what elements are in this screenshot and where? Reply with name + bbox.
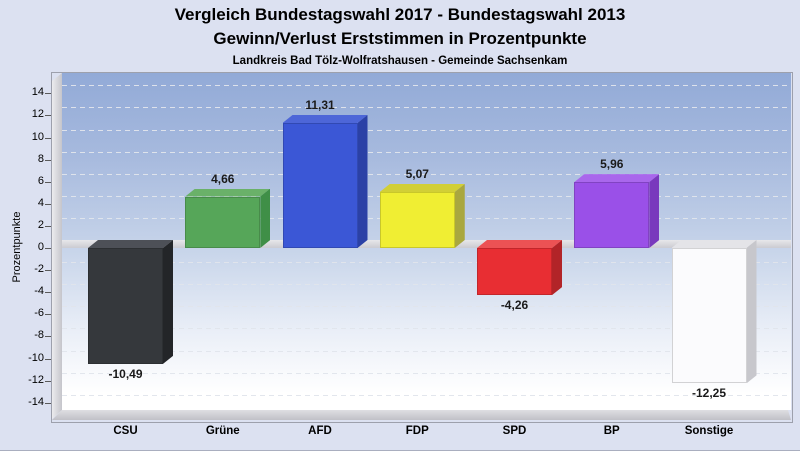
bar-csu: [88, 248, 163, 364]
y-tick-label--12: -12: [28, 373, 44, 386]
y-tick-mark--8: [45, 336, 51, 338]
y-tick-mark--4: [45, 292, 51, 294]
y-tick-mark-6: [45, 181, 51, 183]
y-tick-label-14: 14: [31, 86, 44, 99]
y-tick-mark-0: [45, 248, 51, 249]
y-tick-label-8: 8: [37, 152, 44, 165]
bar-gruene-side: [260, 188, 271, 248]
gridline--2: [62, 262, 791, 264]
gridline-12: [62, 107, 791, 109]
bar-spd-top: [477, 240, 562, 248]
chart-title-line2: Gewinn/Verlust Erststimmen in Prozentpun…: [213, 29, 587, 48]
floor-3d: [52, 410, 791, 420]
y-tick-label--6: -6: [34, 307, 44, 320]
x-label-fdp: FDP: [405, 425, 429, 437]
y-tick-mark--14: [45, 402, 51, 404]
value-label-spd: -4,26: [500, 298, 529, 313]
y-tick-label--10: -10: [28, 351, 44, 364]
y-tick-label-2: 2: [37, 218, 44, 231]
x-label-gruene: Grüne: [205, 425, 240, 437]
left-wall-3d: [52, 73, 62, 419]
y-tick-label--8: -8: [34, 329, 44, 342]
y-tick-mark-14: [45, 93, 51, 95]
bar-spd-side: [552, 240, 562, 296]
gridline--14: [62, 394, 791, 396]
gridline--6: [62, 306, 791, 308]
x-label-bp: BP: [603, 425, 620, 437]
x-label-csu: CSU: [113, 425, 138, 437]
x-label-sonstige: Sonstige: [684, 425, 734, 437]
y-tick-mark--10: [45, 358, 51, 360]
gridline-8: [62, 151, 791, 153]
y-tick-label-6: 6: [37, 174, 44, 187]
value-label-fdp: 5,07: [405, 166, 429, 181]
value-label-sonstige: -12,25: [691, 386, 727, 401]
gridline--4: [62, 284, 791, 286]
gridline-6: [62, 173, 791, 175]
y-tick-label-4: 4: [37, 196, 44, 209]
bar-spd: [477, 248, 552, 296]
bar-sonstige-top: [671, 240, 757, 248]
y-tick-mark-10: [45, 137, 51, 139]
bar-bp: [574, 182, 650, 248]
plot-area: -10,49 4,66 11,31 5,07 -4,26 5,96 -12,25: [62, 73, 791, 410]
y-tick-mark-4: [45, 203, 51, 205]
bar-fdp-side: [454, 183, 465, 248]
y-tick-label-10: 10: [31, 130, 44, 143]
bar-csu-side: [163, 240, 173, 364]
chart-subtitle: Landkreis Bad Tölz-Wolfratshausen - Geme…: [232, 55, 568, 67]
gridline-14: [62, 85, 791, 87]
y-tick-label--2: -2: [34, 263, 44, 276]
y-tick-mark-2: [45, 225, 51, 227]
plot-frame: -10,49 4,66 11,31 5,07 -4,26 5,96 -12,25: [51, 72, 793, 423]
bar-afd-top: [282, 115, 368, 124]
gridline-10: [62, 129, 791, 131]
bar-bp-top: [574, 174, 660, 183]
gridline--8: [62, 328, 791, 330]
bar-fdp: [379, 191, 455, 248]
value-label-csu: -10,49: [108, 366, 143, 381]
value-label-gruene: 4,66: [211, 171, 235, 186]
bar-fdp-top: [379, 183, 465, 192]
x-label-afd: AFD: [308, 425, 332, 437]
value-label-afd: 11,31: [305, 98, 335, 113]
y-tick-mark-8: [45, 159, 51, 161]
bar-sonstige-side: [746, 240, 757, 384]
y-tick-label-0: 0: [37, 241, 44, 253]
bar-gruene-top: [185, 188, 271, 197]
bar-bp-side: [649, 174, 660, 248]
chart-title-line1: Vergleich Bundestagswahl 2017 - Bundesta…: [174, 5, 626, 24]
y-tick-mark--12: [45, 380, 51, 382]
x-label-spd: SPD: [502, 425, 527, 437]
bar-sonstige: [671, 248, 747, 384]
gridline--10: [62, 350, 791, 352]
y-tick-mark--6: [45, 314, 51, 316]
bar-csu-top: [88, 240, 173, 248]
y-tick-label--4: -4: [34, 285, 44, 298]
bar-afd: [282, 123, 358, 248]
y-tick-label--14: -14: [28, 395, 44, 408]
y-tick-mark--2: [45, 270, 51, 272]
y-tick-label-12: 12: [31, 108, 44, 121]
bar-gruene: [185, 196, 261, 248]
value-label-bp: 5,96: [600, 157, 624, 172]
y-tick-mark-12: [45, 115, 51, 117]
gridline--12: [62, 372, 791, 374]
bar-afd-side: [357, 115, 368, 248]
